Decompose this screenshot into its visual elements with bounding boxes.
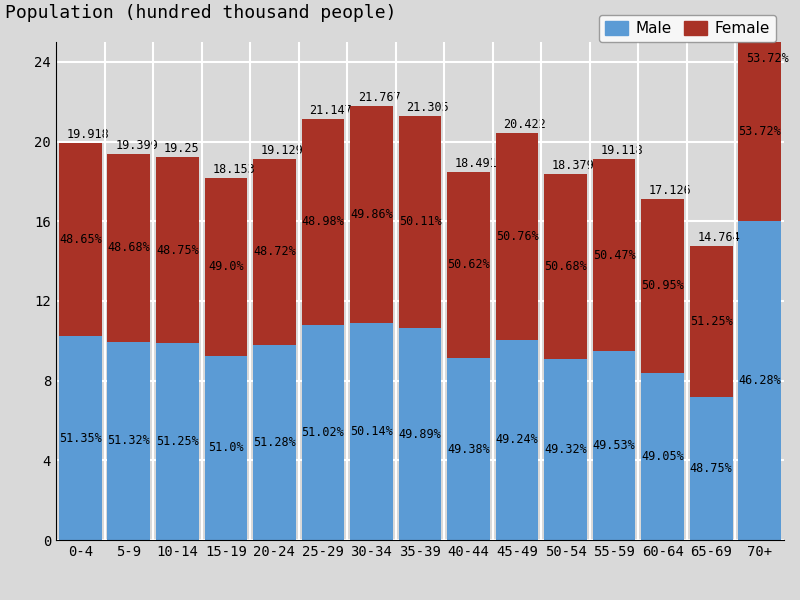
Bar [302,119,344,325]
Bar [59,143,102,336]
Text: 49.38%: 49.38% [447,443,490,455]
Bar [690,397,733,540]
Bar [593,352,635,540]
Bar [253,159,296,344]
Bar [350,323,393,540]
Bar [107,154,150,341]
Bar [205,356,247,540]
Text: 48.72%: 48.72% [253,245,296,258]
Bar [398,116,442,328]
Bar [156,157,198,343]
Text: 49.86%: 49.86% [350,208,393,221]
Text: 50.11%: 50.11% [398,215,442,229]
Bar [156,343,198,540]
Text: 19.918: 19.918 [66,128,110,141]
Text: 49.24%: 49.24% [496,433,538,446]
Text: 21.305: 21.305 [406,101,449,113]
Text: 50.95%: 50.95% [642,279,684,292]
Bar [690,246,733,397]
Text: 51.02%: 51.02% [302,426,344,439]
Text: 49.32%: 49.32% [544,443,587,456]
Text: 51.32%: 51.32% [107,434,150,448]
Bar [107,341,150,540]
Bar [738,221,781,540]
Text: 50.47%: 50.47% [593,249,635,262]
Text: 20.422: 20.422 [503,118,546,131]
Text: 48.65%: 48.65% [59,233,102,246]
Bar [302,325,344,540]
Text: 48.98%: 48.98% [302,215,344,229]
Text: 17.126: 17.126 [649,184,692,197]
Text: 53.72%: 53.72% [746,52,789,65]
Text: 19.118: 19.118 [601,144,643,157]
Bar [447,172,490,358]
Bar [350,106,393,323]
Text: 18.491: 18.491 [455,157,498,170]
Text: 18.379: 18.379 [552,159,594,172]
Bar [642,373,684,540]
Text: 50.62%: 50.62% [447,259,490,271]
Text: 19.129: 19.129 [261,144,303,157]
Text: 48.75%: 48.75% [690,462,733,475]
Text: 49.53%: 49.53% [593,439,635,452]
Bar [447,358,490,540]
Text: 51.0%: 51.0% [208,441,244,454]
Text: 50.68%: 50.68% [544,260,587,273]
Text: 21.767: 21.767 [358,91,401,104]
Bar [253,344,296,540]
Text: 53.72%: 53.72% [738,125,781,138]
Bar [738,0,781,221]
Text: 51.25%: 51.25% [690,315,733,328]
Text: Population (hundred thousand people): Population (hundred thousand people) [5,4,397,22]
Text: 50.14%: 50.14% [350,425,393,438]
Bar [544,174,587,359]
Text: 18.153: 18.153 [212,163,255,176]
Bar [593,159,635,352]
Text: 51.35%: 51.35% [59,431,102,445]
Text: 48.75%: 48.75% [156,244,198,257]
Bar [205,178,247,356]
Text: 49.05%: 49.05% [642,450,684,463]
Legend: Male, Female: Male, Female [599,15,776,42]
Text: 48.68%: 48.68% [107,241,150,254]
Bar [642,199,684,373]
Text: 14.764: 14.764 [698,231,740,244]
Text: 21.147: 21.147 [310,104,352,117]
Text: 19.399: 19.399 [115,139,158,152]
Bar [398,328,442,540]
Text: 51.25%: 51.25% [156,435,198,448]
Bar [496,133,538,340]
Text: 46.28%: 46.28% [738,374,781,387]
Bar [544,359,587,540]
Text: 19.25: 19.25 [164,142,199,155]
Bar [59,336,102,540]
Text: 49.89%: 49.89% [398,428,442,440]
Bar [496,340,538,540]
Text: 50.76%: 50.76% [496,230,538,243]
Text: 51.28%: 51.28% [253,436,296,449]
Text: 49.0%: 49.0% [208,260,244,274]
